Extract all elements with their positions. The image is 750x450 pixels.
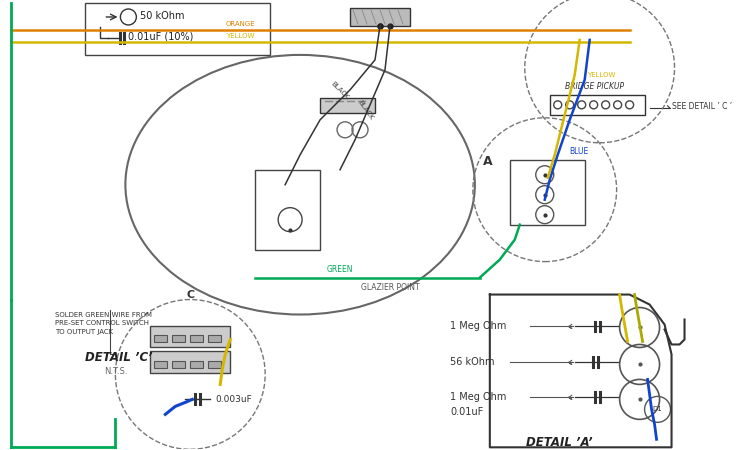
Text: ORANGE: ORANGE bbox=[226, 21, 255, 27]
Text: C: C bbox=[186, 289, 194, 300]
Text: SEE DETAIL ’ C ’: SEE DETAIL ’ C ’ bbox=[671, 102, 732, 111]
Text: BLUE: BLUE bbox=[570, 147, 589, 156]
Text: DETAIL ’A’: DETAIL ’A’ bbox=[526, 436, 593, 449]
Bar bbox=[150, 351, 230, 373]
Text: 0.003uF: 0.003uF bbox=[215, 395, 252, 404]
Text: BLACK: BLACK bbox=[356, 99, 374, 121]
Bar bbox=[255, 170, 320, 250]
Bar bbox=[209, 361, 221, 369]
Text: YELLOW: YELLOW bbox=[226, 33, 254, 39]
Bar bbox=[550, 95, 644, 115]
Text: SOLDER GREEN WIRE FROM
PRE-SET CONTROL SWITCH
TO OUTPUT JACK: SOLDER GREEN WIRE FROM PRE-SET CONTROL S… bbox=[56, 311, 152, 334]
Bar bbox=[190, 361, 203, 369]
Text: 1 Meg Ohm: 1 Meg Ohm bbox=[450, 321, 506, 332]
Text: 1 Meg Ohm: 1 Meg Ohm bbox=[450, 392, 506, 402]
Text: 0.01uF (10%): 0.01uF (10%) bbox=[128, 32, 194, 42]
Text: 50 kOhm: 50 kOhm bbox=[140, 11, 184, 21]
Text: 0.01uF: 0.01uF bbox=[450, 407, 483, 417]
Text: A: A bbox=[483, 155, 493, 168]
Bar bbox=[86, 3, 270, 55]
Bar bbox=[209, 336, 221, 342]
Text: DETAIL ’C’: DETAIL ’C’ bbox=[86, 351, 153, 364]
Text: 56 kOhm: 56 kOhm bbox=[450, 357, 494, 368]
Text: BRIDGE PICKUP: BRIDGE PICKUP bbox=[565, 82, 624, 91]
Text: GLAZIER POINT: GLAZIER POINT bbox=[361, 283, 419, 292]
Text: GREEN: GREEN bbox=[327, 265, 353, 274]
Text: N.T.S.: N.T.S. bbox=[104, 367, 128, 376]
Bar bbox=[190, 336, 203, 342]
Bar bbox=[320, 98, 375, 113]
Bar bbox=[172, 361, 185, 369]
Text: BLACK: BLACK bbox=[330, 81, 350, 101]
Text: D1: D1 bbox=[652, 406, 662, 412]
Bar bbox=[154, 361, 167, 369]
Text: YELLOW: YELLOW bbox=[586, 72, 615, 78]
Bar bbox=[172, 336, 185, 342]
Bar bbox=[350, 8, 410, 26]
Bar bbox=[154, 336, 167, 342]
Bar bbox=[150, 325, 230, 347]
